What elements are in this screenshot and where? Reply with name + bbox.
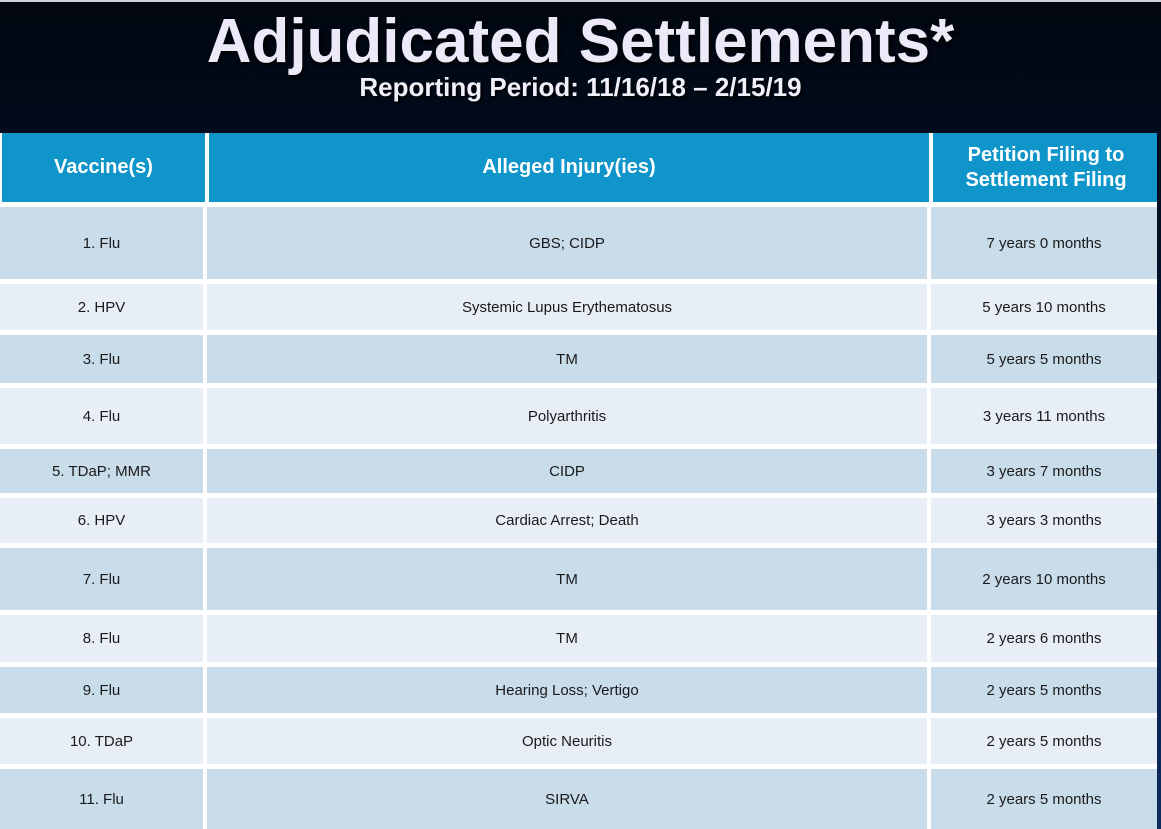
table-row: 8. Flu TM 2 years 6 months [0,615,1157,662]
vaccine-cell: 8. Flu [0,615,203,662]
injury-cell: TM [207,548,927,610]
page-title: Adjudicated Settlements* [206,7,955,76]
injury-cell: Hearing Loss; Vertigo [207,667,927,713]
vaccine-cell: 6. HPV [0,498,203,543]
vaccine-cell: 4. Flu [0,388,203,444]
table-header-row: Vaccine(s) Alleged Injury(ies) Petition … [0,133,1157,202]
table-row: 7. Flu TM 2 years 10 months [0,548,1157,610]
injury-cell: TM [207,615,927,662]
injury-cell: Cardiac Arrest; Death [207,498,927,543]
duration-cell: 3 years 3 months [931,498,1157,543]
injury-cell: Polyarthritis [207,388,927,444]
table-row: 4. Flu Polyarthritis 3 years 11 months [0,388,1157,444]
vaccine-cell: 10. TDaP [0,718,203,764]
duration-cell: 7 years 0 months [931,207,1157,279]
injury-cell: TM [207,335,927,383]
injury-cell: SIRVA [207,769,927,829]
table-row: 11. Flu SIRVA 2 years 5 months [0,769,1157,829]
duration-cell: 2 years 6 months [931,615,1157,662]
title-band: Adjudicated Settlements* Reporting Perio… [0,2,1161,133]
vaccine-cell: 1. Flu [0,207,203,279]
vaccine-cell: 11. Flu [0,769,203,829]
vaccine-cell: 3. Flu [0,335,203,383]
table-row: 9. Flu Hearing Loss; Vertigo 2 years 5 m… [0,667,1157,713]
column-header-injury: Alleged Injury(ies) [209,133,929,202]
vaccine-cell: 2. HPV [0,284,203,330]
vaccine-cell: 9. Flu [0,667,203,713]
duration-cell: 3 years 11 months [931,388,1157,444]
duration-cell: 2 years 5 months [931,718,1157,764]
duration-cell: 2 years 5 months [931,667,1157,713]
table-row: 6. HPV Cardiac Arrest; Death 3 years 3 m… [0,498,1157,543]
column-header-vaccine: Vaccine(s) [2,133,205,202]
table-row: 1. Flu GBS; CIDP 7 years 0 months [0,207,1157,279]
duration-cell: 5 years 5 months [931,335,1157,383]
table-row: 2. HPV Systemic Lupus Erythematosus 5 ye… [0,284,1157,330]
injury-cell: Systemic Lupus Erythematosus [207,284,927,330]
duration-cell: 5 years 10 months [931,284,1157,330]
injury-cell: CIDP [207,449,927,493]
duration-cell: 2 years 5 months [931,769,1157,829]
settlements-table: Vaccine(s) Alleged Injury(ies) Petition … [0,133,1157,829]
injury-cell: Optic Neuritis [207,718,927,764]
reporting-period-subtitle: Reporting Period: 11/16/18 – 2/15/19 [359,72,802,103]
table-row: 5. TDaP; MMR CIDP 3 years 7 months [0,449,1157,493]
duration-cell: 2 years 10 months [931,548,1157,610]
table-row: 3. Flu TM 5 years 5 months [0,335,1157,383]
vaccine-cell: 7. Flu [0,548,203,610]
injury-cell: GBS; CIDP [207,207,927,279]
duration-cell: 3 years 7 months [931,449,1157,493]
vaccine-cell: 5. TDaP; MMR [0,449,203,493]
table-row: 10. TDaP Optic Neuritis 2 years 5 months [0,718,1157,764]
column-header-petition: Petition Filing to Settlement Filing [933,133,1157,202]
